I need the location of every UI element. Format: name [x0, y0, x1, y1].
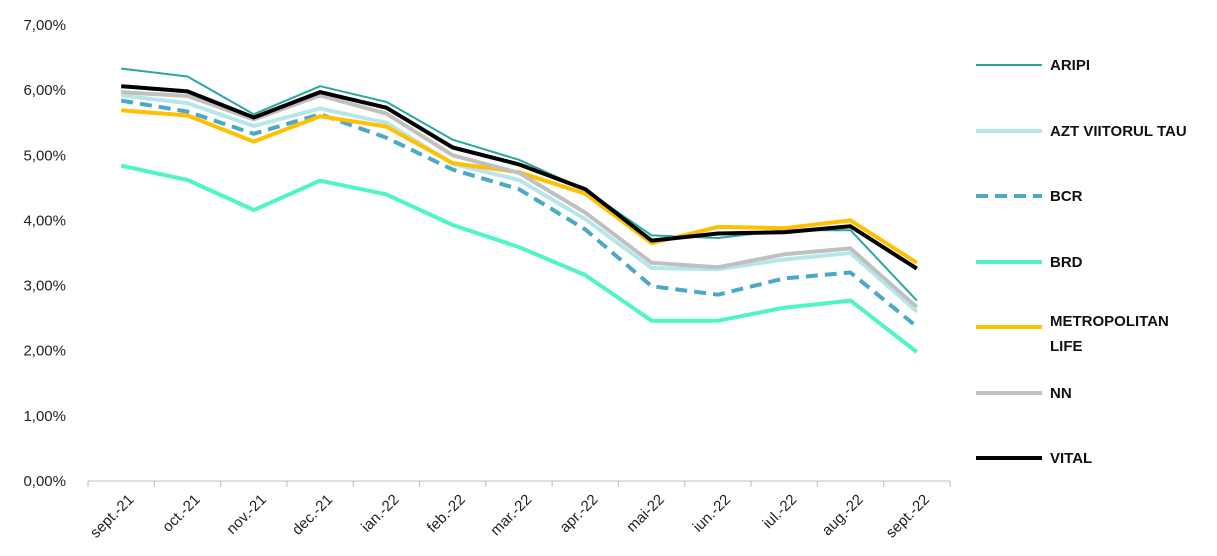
y-tick-label: 3,00%	[23, 278, 66, 295]
x-tick-label: dec.-21	[289, 491, 336, 538]
y-axis: 0,00% 1,00% 2,00% 3,00% 4,00% 5,00% 6,00% 7,00%	[23, 17, 66, 490]
x-tick-label: ian.-22	[358, 491, 402, 535]
series-line-aripi	[121, 67, 918, 302]
legend-label: BRD	[1050, 254, 1083, 271]
legend-label: NN	[1050, 385, 1072, 402]
x-tick-label: sept.-22	[883, 491, 933, 541]
y-tick-label: 7,00%	[23, 17, 66, 34]
x-tick-label: mai-22	[623, 491, 667, 535]
y-tick-label: 5,00%	[23, 147, 66, 164]
x-axis: sept.-21 oct.-21 nov.-21 dec.-21 ian.-22 feb.…	[87, 480, 951, 542]
legend-item: METROPOLITAN LIFE	[976, 313, 1169, 355]
legend-item: ARIPI	[976, 57, 1090, 74]
legend-label: METROPOLITAN	[1050, 313, 1169, 330]
x-tick-label: iul.-22	[760, 491, 801, 532]
series-line-metropolitan-life	[121, 108, 918, 265]
legend-label: BCR	[1050, 188, 1083, 205]
legend-item: BCR	[976, 188, 1083, 205]
legend-item: VITAL	[976, 450, 1092, 467]
x-tick-label: apr.-22	[556, 491, 601, 536]
legend-label: ARIPI	[1050, 57, 1090, 74]
series-line-nn	[121, 90, 919, 309]
x-tick-label: aug.-22	[819, 491, 867, 539]
x-tick-label: mar.-22	[487, 491, 535, 539]
legend-label: AZT VIITORUL TAU	[1050, 123, 1187, 140]
x-tick-label: nov.-21	[223, 491, 270, 538]
y-tick-label: 1,00%	[23, 408, 66, 425]
series-layer	[120, 67, 919, 354]
x-tick-label: feb.-22	[424, 491, 469, 536]
y-tick-label: 6,00%	[23, 82, 66, 99]
series-line-vital	[121, 84, 918, 271]
y-tick-label: 0,00%	[23, 473, 66, 490]
series-line-azt-viitorul-tau	[120, 93, 919, 314]
legend-item: AZT VIITORUL TAU	[976, 123, 1187, 140]
series-line-bcr	[120, 98, 919, 329]
legend-item: NN	[976, 385, 1072, 402]
legend: ARIPI AZT VIITORUL TAU BCR BRD METROPOLITAN L…	[976, 57, 1187, 467]
legend-item: BRD	[976, 254, 1083, 271]
series-line-brd	[120, 163, 919, 354]
x-tick-label: sept.-21	[87, 491, 137, 541]
y-tick-label: 4,00%	[23, 212, 66, 229]
y-tick-label: 2,00%	[23, 343, 66, 360]
x-tick-label: oct.-21	[159, 491, 203, 535]
x-tick-label: iun.-22	[690, 491, 734, 535]
legend-label: VITAL	[1050, 450, 1092, 467]
legend-label: LIFE	[1050, 338, 1083, 355]
